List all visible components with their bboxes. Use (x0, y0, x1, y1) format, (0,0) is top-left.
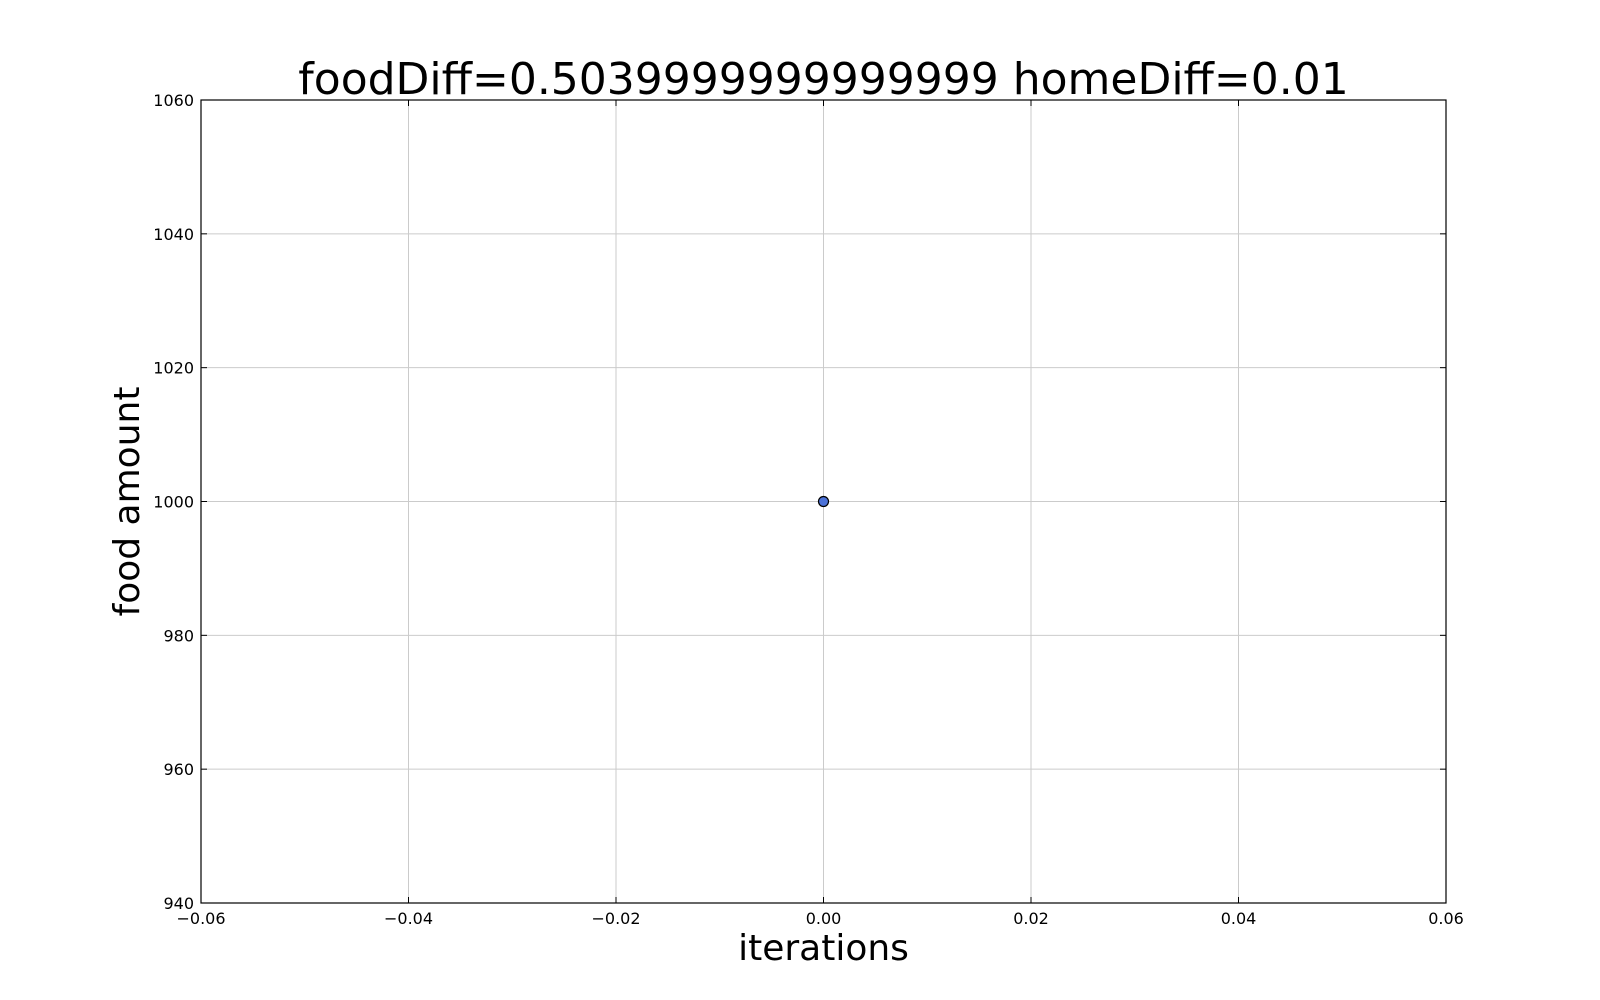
chart-title: foodDiff=0.5039999999999999 homeDiff=0.0… (298, 54, 1348, 105)
y-tick-label: 940 (163, 894, 194, 913)
y-tick-label: 980 (163, 626, 194, 645)
y-axis-tick-labels: 940 960 980 1000 1020 1040 1060 (153, 91, 194, 913)
x-tick-label: −0.04 (384, 909, 433, 928)
y-tick-label: 1060 (153, 91, 194, 110)
x-tick-label: −0.02 (591, 909, 640, 928)
data-point (817, 495, 830, 508)
x-tick-label: −0.06 (176, 909, 225, 928)
y-tick-label: 1020 (153, 359, 194, 378)
x-axis-tick-labels: −0.06 −0.04 −0.02 0.00 0.02 0.04 0.06 (176, 909, 1463, 928)
y-tick-label: 960 (163, 760, 194, 779)
x-axis-label: iterations (738, 928, 909, 969)
y-axis-label: food amount (107, 387, 148, 617)
data-points (817, 495, 830, 508)
x-tick-label: 0.02 (1013, 909, 1049, 928)
y-tick-label: 1040 (153, 225, 194, 244)
x-tick-label: 0.00 (806, 909, 842, 928)
y-tick-label: 1000 (153, 493, 194, 512)
x-tick-label: 0.06 (1428, 909, 1464, 928)
x-tick-label: 0.04 (1221, 909, 1257, 928)
tick-marks (200, 99, 1447, 904)
